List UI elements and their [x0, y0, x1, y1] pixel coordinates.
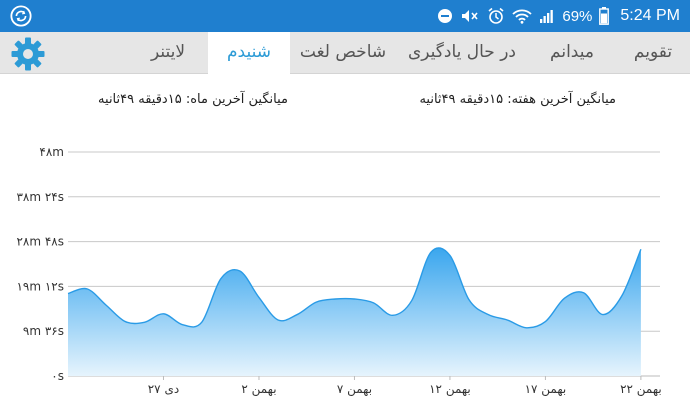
y-tick-label: ۹m ۳۶s — [23, 324, 64, 338]
battery-percent: 69% — [562, 7, 593, 25]
status-bar: 69% 5:24 PM — [0, 0, 690, 32]
x-tick-label: ۲۷ دی — [148, 382, 179, 396]
x-tick-label: ۲ بهمن — [241, 382, 276, 397]
y-tick-label: ۰s — [51, 369, 64, 383]
y-tick-label: ۱۹m ۱۲s — [16, 279, 64, 293]
area-series — [68, 247, 641, 376]
x-tick-label: ۷ بهمن — [337, 382, 372, 397]
x-tick-label: ۱۷ بهمن — [525, 382, 567, 397]
week-average: میانگین آخرین هفته: ۱۵دقیقه ۴۹ثانیه — [419, 92, 616, 107]
y-tick-label: ۴۸m — [39, 145, 64, 159]
tab-leitner[interactable]: لایتنر — [150, 42, 186, 62]
vibrate-icon — [462, 10, 478, 22]
clock: 5:24 PM — [620, 7, 680, 24]
gear-icon[interactable] — [10, 36, 46, 72]
x-tick-label: ۲۲ بهمن — [620, 382, 662, 397]
y-tick-label: ۲۸m ۴۸s — [16, 235, 64, 249]
line-series — [67, 247, 642, 329]
tab-known[interactable]: میدانم — [550, 42, 594, 62]
y-tick-label: ۳۸m ۲۴s — [16, 190, 64, 204]
month-average: میانگین آخرین ماه: ۱۵دقیقه ۴۹ثانیه — [98, 92, 288, 107]
tab-heard[interactable]: شنیدم — [208, 32, 290, 75]
wifi-icon — [512, 9, 532, 24]
tab-learning[interactable]: در حال یادگیری — [407, 42, 517, 62]
alarm-icon — [488, 7, 504, 24]
tab-bar: تقویم میدانم در حال یادگیری شاخص لغت شنی… — [0, 32, 690, 75]
do-not-disturb-icon — [438, 9, 453, 23]
time-chart: ۰s ۹m ۳۶s ۱۹m ۱۲s ۲۸m ۴۸s ۳۸m ۲۴s ۴۸m ۲۷ دی ۲ … — [16, 145, 662, 397]
signal-icon — [540, 10, 554, 23]
battery-icon — [599, 7, 610, 25]
x-tick-label: ۱۲ بهمن — [429, 382, 471, 397]
tab-calendar[interactable]: تقویم — [633, 42, 673, 62]
sync-icon — [10, 5, 32, 27]
tab-word-index[interactable]: شاخص لغت — [299, 42, 387, 62]
